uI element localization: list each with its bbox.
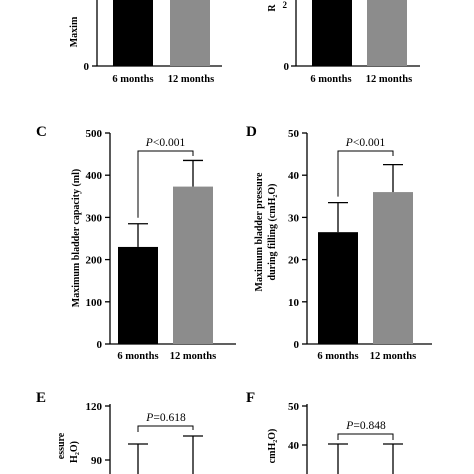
panel-d-ylabel-line2: during filling (cmH₂O) xyxy=(267,184,278,281)
panel-e-significance-bracket xyxy=(137,425,194,432)
panel-d: D Maximum bladder pressure during fillin… xyxy=(246,124,432,362)
panel-c-p-rest: <0.001 xyxy=(153,137,186,149)
panel-e-ylabel-fragment1: essure xyxy=(56,432,67,459)
panel-f-letter: F xyxy=(246,390,255,406)
panel-d-category-6-months: 6 months xyxy=(317,351,358,362)
panel-b-category-12-months: 12 months xyxy=(366,74,412,85)
panel-d-ylabel-line1: Maximum bladder pressure xyxy=(254,172,265,291)
panel-d-significance-bracket xyxy=(337,150,394,197)
panel-d-ytick-label-40: 40 xyxy=(288,170,300,182)
panel-d-p-value: P<0.001 xyxy=(345,137,386,149)
panel-c-ytick-label-100: 100 xyxy=(86,297,103,309)
panel-c-significance-bracket xyxy=(137,150,194,218)
panel-d-ytick-label-0: 0 xyxy=(294,339,300,351)
panel-c-bar-12-months xyxy=(173,186,213,344)
panel-a-category-12-months: 12 months xyxy=(168,74,214,85)
panel-c-p-value: P<0.001 xyxy=(145,137,186,149)
panel-e-tick-label-120: 120 xyxy=(86,401,103,413)
panel-d-category-12-months: 12 months xyxy=(370,351,416,362)
panel-a-bar-12-months xyxy=(170,0,210,66)
panel-c-ytick-label-0: 0 xyxy=(97,339,103,351)
panel-b-tick-label-partial: 2 xyxy=(283,0,288,10)
panel-b-bar-6-months xyxy=(312,0,352,66)
panel-f-tick-label-50: 50 xyxy=(288,401,300,413)
panel-f-significance-bracket xyxy=(337,433,394,440)
panel-c-ylabel: Maximum bladder capacity (ml) xyxy=(71,169,82,307)
panel-e: E essure H₂O) 120 90 P=0.618 xyxy=(36,390,203,474)
panel-a-category-6-months: 6 months xyxy=(112,74,153,85)
panel-d-ytick-label-10: 10 xyxy=(288,297,300,309)
panel-d-bar-12-months xyxy=(373,192,413,344)
panel-d-p-rest: <0.001 xyxy=(353,137,386,149)
panel-c-category-12-months: 12 months xyxy=(170,351,216,362)
panel-c-ytick-label-300: 300 xyxy=(86,212,103,224)
panel-d-ytick-label-50: 50 xyxy=(288,128,300,140)
panel-c-p-italic: P xyxy=(145,137,153,149)
panel-f-p-value: P=0.848 xyxy=(345,420,386,432)
panel-a-tick-label-zero: 0 xyxy=(84,61,90,73)
panel-f-p-italic: P xyxy=(345,420,353,432)
panel-c-bar-6-months xyxy=(118,246,158,344)
panel-c-ytick-label-500: 500 xyxy=(86,128,103,140)
panel-c-letter: C xyxy=(36,124,47,140)
panel-c-ytick-label-200: 200 xyxy=(86,255,103,267)
panel-c-category-6-months: 6 months xyxy=(117,351,158,362)
panel-e-p-value: P=0.618 xyxy=(145,412,186,424)
panel-b-ylabel-fragment: R xyxy=(267,4,278,12)
panel-a-bar-6-months xyxy=(113,0,153,66)
panel-c-ytick-label-400: 400 xyxy=(86,170,103,182)
panel-f-tick-label-40: 40 xyxy=(288,440,300,452)
panel-d-ytick-label-30: 30 xyxy=(288,212,300,224)
panel-b-category-6-months: 6 months xyxy=(310,74,351,85)
panel-b: R 2 0 6 months 12 months xyxy=(267,0,420,85)
panel-d-letter: D xyxy=(246,124,257,140)
panel-e-p-italic: P xyxy=(145,412,153,424)
panel-c: C Maximum bladder capacity (ml) 0 100 200 3… xyxy=(36,124,236,362)
panel-e-p-rest: =0.618 xyxy=(153,412,186,424)
panel-d-ytick-label-20: 20 xyxy=(288,255,300,267)
panel-d-bar-6-months xyxy=(318,232,358,344)
panel-b-tick-label-zero: 0 xyxy=(284,61,290,73)
panel-d-p-italic: P xyxy=(345,137,353,149)
panel-f: F cmH₂O) 50 40 P=0.848 xyxy=(246,390,403,474)
panel-a-ylabel-fragment: Maxim xyxy=(69,16,80,47)
panel-f-ylabel-fragment1: cmH₂O) xyxy=(267,429,278,464)
panel-b-bar-12-months xyxy=(367,0,407,66)
panel-f-p-rest: =0.848 xyxy=(353,420,386,432)
panel-e-ylabel-fragment2: H₂O) xyxy=(69,441,80,463)
panel-a: Maxim 0 6 months 12 months xyxy=(69,0,222,85)
panel-e-tick-label-90: 90 xyxy=(91,455,103,467)
panel-e-letter: E xyxy=(36,390,46,406)
